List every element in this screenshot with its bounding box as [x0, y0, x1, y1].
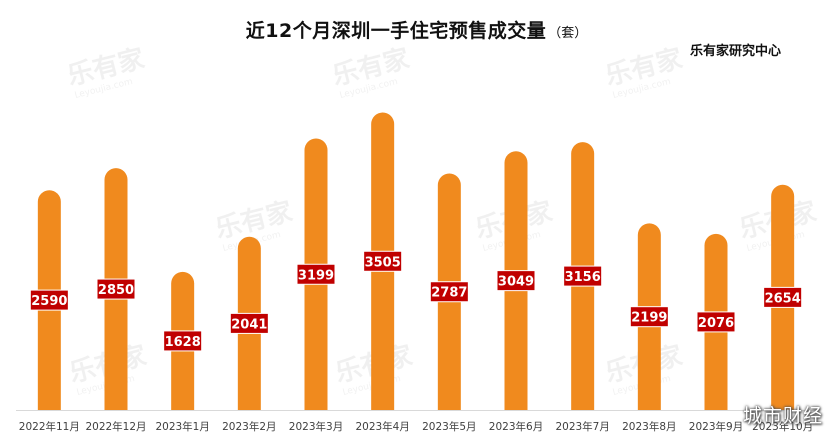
x-tick-labels-layer: 2022年11月 2022年12月 2023年1月 2023年2月 2023年3月 202… — [16, 410, 816, 433]
data-label-box — [496, 270, 536, 292]
data-label: 3156 — [563, 265, 603, 287]
x-tick-label: 2023年10月 — [752, 420, 813, 433]
chart-title-text: 近12个月深圳一手住宅预售成交量 — [245, 20, 547, 42]
data-label: 2654 — [763, 286, 803, 308]
data-label: 3199 — [296, 263, 336, 285]
data-label-text: 3049 — [498, 275, 534, 290]
data-label: 2787 — [429, 281, 469, 303]
data-label-box — [229, 312, 269, 334]
x-tick-label: 2023年9月 — [689, 420, 743, 433]
data-label-box — [29, 289, 69, 311]
data-label-box — [96, 278, 136, 300]
x-tick-label: 2023年6月 — [489, 420, 543, 433]
x-tick-label: 2022年11月 — [19, 420, 80, 433]
data-label-text: 2654 — [765, 291, 801, 306]
x-tick-label: 2023年2月 — [222, 420, 276, 433]
x-tick-label: 2023年1月 — [155, 420, 209, 433]
data-label-text: 2850 — [98, 283, 134, 298]
x-tick-label: 2023年4月 — [355, 420, 409, 433]
data-labels-layer: 2590 2850 1628 2041 3199 3505 2787 3049 3156 2199… — [29, 250, 803, 352]
data-label-box — [629, 306, 669, 328]
data-label-text: 2590 — [31, 294, 67, 309]
data-label-text: 3156 — [565, 270, 601, 285]
data-label-text: 2787 — [431, 286, 467, 301]
data-label-text: 2076 — [698, 316, 734, 331]
data-label-box — [763, 286, 803, 308]
chart-title: 近12个月深圳一手住宅预售成交量 （套） — [0, 16, 833, 43]
data-label: 3505 — [363, 250, 403, 272]
x-tick-label: 2023年5月 — [422, 420, 476, 433]
data-label-box — [363, 250, 403, 272]
data-label: 2850 — [96, 278, 136, 300]
data-label-box — [163, 330, 203, 352]
data-label-box — [696, 311, 736, 333]
chart-unit-label: （套） — [548, 26, 588, 41]
data-label-box — [429, 281, 469, 303]
data-label-text: 2199 — [631, 311, 667, 326]
data-label-text: 2041 — [231, 317, 267, 332]
source-label: 乐有家研究中心 — [689, 44, 781, 59]
data-label-text: 1628 — [165, 335, 201, 350]
data-label: 1628 — [163, 330, 203, 352]
data-label-box — [563, 265, 603, 287]
data-label: 2041 — [229, 312, 269, 334]
data-label: 2590 — [29, 289, 69, 311]
data-label-text: 3199 — [298, 268, 334, 283]
data-label-text: 3505 — [365, 255, 401, 270]
data-label: 2076 — [696, 311, 736, 333]
x-tick-label: 2023年8月 — [622, 420, 676, 433]
corner-watermark: 城市财经 — [742, 405, 823, 427]
x-tick-label: 2023年3月 — [289, 420, 343, 433]
data-label: 2199 — [629, 306, 669, 328]
x-tick-label: 2022年12月 — [85, 420, 146, 433]
data-label-box — [296, 263, 336, 285]
data-label: 3049 — [496, 270, 536, 292]
x-tick-label: 2023年7月 — [555, 420, 609, 433]
